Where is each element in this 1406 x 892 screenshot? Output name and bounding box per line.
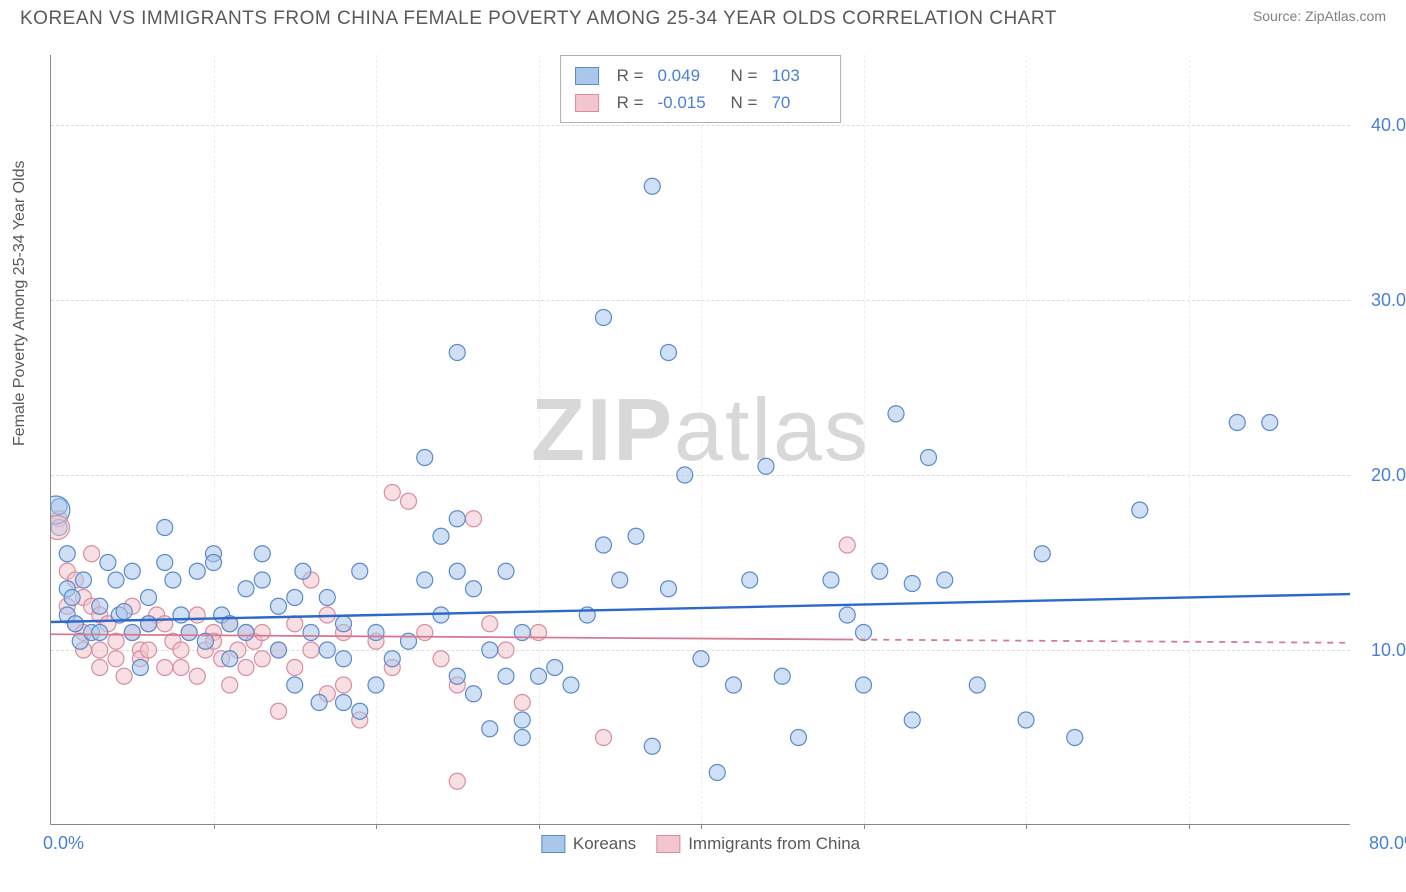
stat-label-r: R = <box>617 62 644 89</box>
bottom-legend: Koreans Immigrants from China <box>541 834 860 854</box>
y-tick-label: 30.0% <box>1371 290 1406 311</box>
swatch-koreans <box>575 67 599 85</box>
swatch-china <box>575 94 599 112</box>
chart-title: KOREAN VS IMMIGRANTS FROM CHINA FEMALE P… <box>20 8 1057 30</box>
stat-label-n: N = <box>731 62 758 89</box>
stat-r-china: -0.015 <box>658 89 713 116</box>
source-attribution: Source: ZipAtlas.com <box>1253 8 1386 24</box>
stat-n-china: 70 <box>771 89 826 116</box>
correlation-stats-box: R = 0.049 N = 103 R = -0.015 N = 70 <box>560 55 842 123</box>
x-tick-label: 0.0% <box>43 833 84 854</box>
stat-label-n: N = <box>731 89 758 116</box>
stat-r-koreans: 0.049 <box>658 62 713 89</box>
y-tick-label: 10.0% <box>1371 640 1406 661</box>
y-axis-title: Female Poverty Among 25-34 Year Olds <box>11 161 29 447</box>
plot-svg <box>51 55 1350 824</box>
legend-item-koreans: Koreans <box>541 834 636 854</box>
y-tick-label: 20.0% <box>1371 465 1406 486</box>
stat-n-koreans: 103 <box>771 62 826 89</box>
x-tick-label: 80.0% <box>1369 833 1406 854</box>
y-tick-label: 40.0% <box>1371 115 1406 136</box>
legend-label-koreans: Koreans <box>573 834 636 854</box>
stats-row-koreans: R = 0.049 N = 103 <box>575 62 827 89</box>
stats-row-china: R = -0.015 N = 70 <box>575 89 827 116</box>
stat-label-r: R = <box>617 89 644 116</box>
legend-swatch-china <box>656 835 680 853</box>
legend-label-china: Immigrants from China <box>688 834 860 854</box>
legend-item-china: Immigrants from China <box>656 834 860 854</box>
scatter-chart: ZIPatlas R = 0.049 N = 103 R = -0.015 N … <box>50 55 1350 825</box>
legend-swatch-koreans <box>541 835 565 853</box>
